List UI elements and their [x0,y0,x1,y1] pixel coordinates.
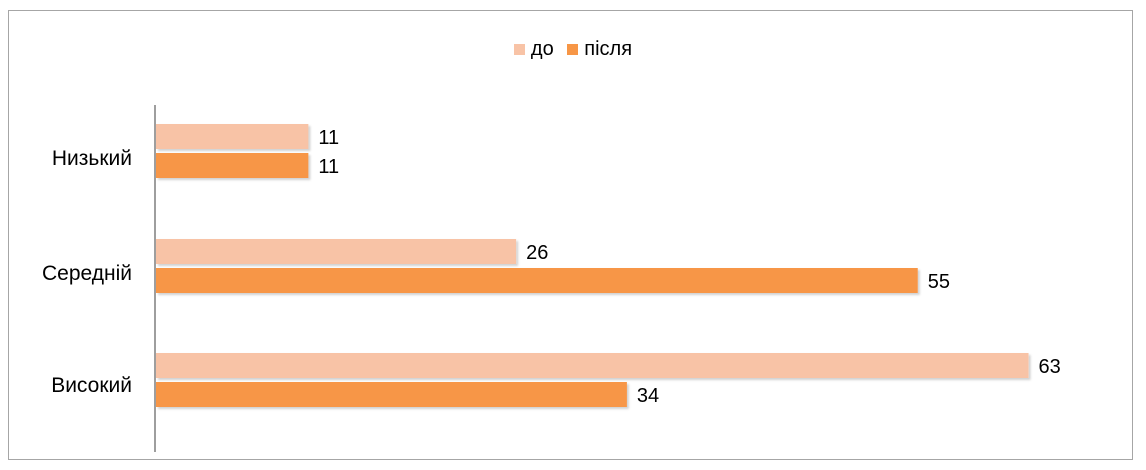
data-label: 55 [928,271,950,293]
bar [156,268,918,293]
legend-item-after: після [567,38,632,61]
legend-label-after: після [584,38,633,60]
bar [156,153,309,178]
data-label: 34 [637,385,659,407]
category-label: Середній [42,262,132,285]
data-label: 63 [1039,356,1061,378]
category-label: Високий [51,374,132,397]
bar [156,353,1029,378]
data-label: 11 [318,156,339,178]
bar [156,124,309,149]
data-label: 26 [526,242,548,264]
legend-swatch-before [513,44,525,55]
legend-label-before: до [530,38,554,60]
bar [156,382,627,407]
legend-swatch-after [567,44,579,55]
legend-item-before: до [513,38,554,61]
bar [156,239,517,264]
legend: до після [0,38,1146,61]
data-label: 11 [318,127,339,149]
category-label: Низький [52,147,132,170]
